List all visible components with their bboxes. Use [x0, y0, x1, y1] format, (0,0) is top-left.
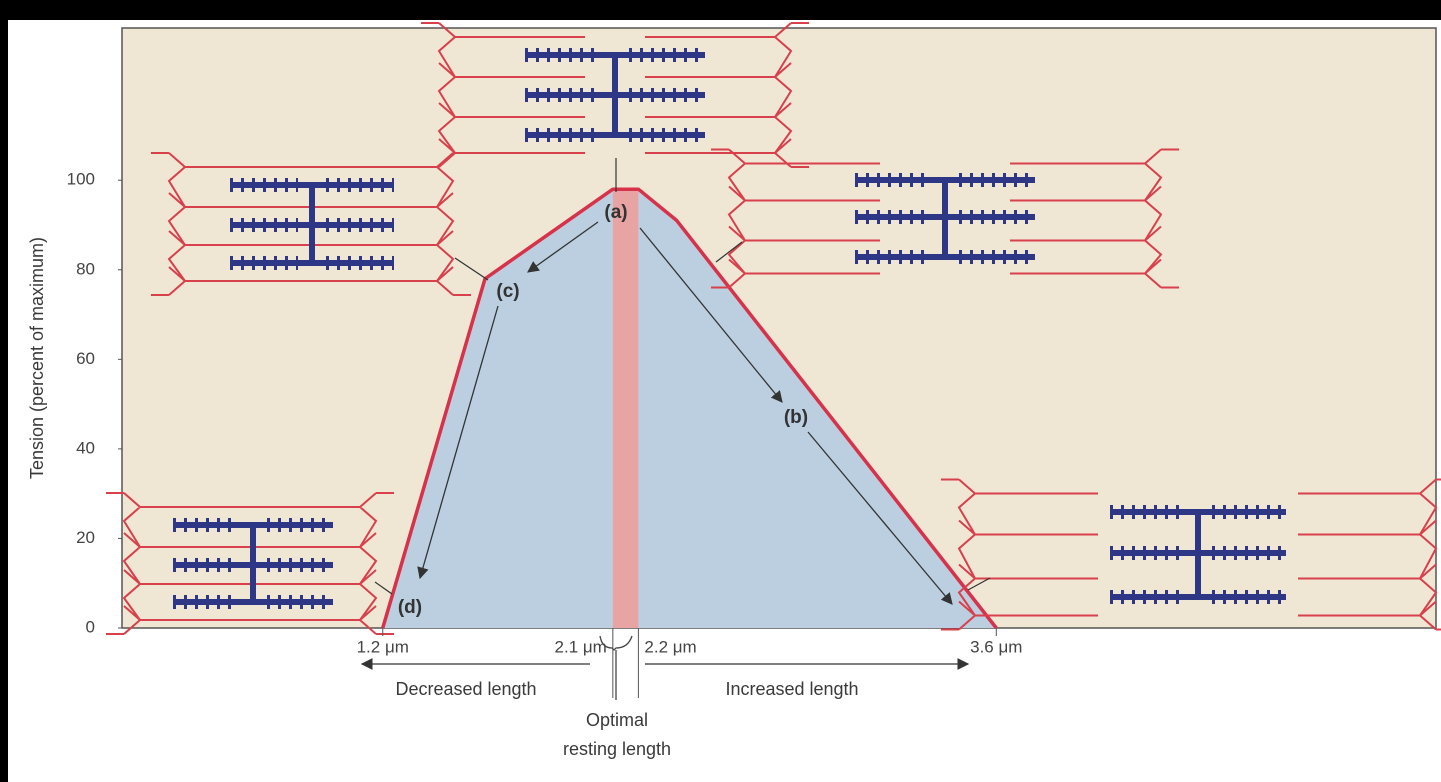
- leader-line: [715, 241, 743, 263]
- sarcomere-icon: [151, 152, 471, 296]
- y-tick-label: 100: [67, 170, 95, 189]
- annotation-label: (b): [784, 407, 808, 428]
- z-disc: [436, 152, 471, 296]
- z-disc: [1419, 478, 1441, 631]
- optimal-band: [612, 189, 639, 628]
- area-fill: [382, 189, 997, 628]
- y-tick-label: 40: [76, 438, 95, 457]
- y-tick-label: 20: [76, 528, 95, 547]
- y-tick-label: 60: [76, 349, 95, 368]
- x-tick-label: 2.2 μm: [644, 637, 696, 656]
- x-tick-label: 3.6 μm: [970, 637, 1022, 656]
- y-tick-label: 80: [76, 259, 95, 278]
- arrow: [527, 221, 599, 273]
- top-bar: [0, 0, 1441, 20]
- z-disc: [421, 22, 456, 168]
- leader-line: [967, 577, 991, 591]
- annotation-label: (d): [398, 597, 422, 618]
- annotation-label: (c): [496, 281, 519, 302]
- z-disc: [774, 22, 809, 168]
- z-disc: [711, 148, 746, 289]
- optimal-label: resting length: [563, 739, 671, 759]
- arrow: [417, 305, 499, 580]
- left-bar: [0, 0, 8, 782]
- z-disc: [941, 478, 976, 631]
- optimal-label: Optimal: [586, 710, 648, 730]
- tension-line: [381, 187, 998, 630]
- leader-line: [454, 257, 489, 281]
- bracket: [599, 635, 633, 700]
- x-tick-label: 1.2 μm: [357, 637, 409, 656]
- sarcomere-icon: [106, 492, 394, 635]
- arrow: [807, 431, 953, 605]
- leader-line: [374, 581, 393, 595]
- direction-label: Increased length: [725, 679, 858, 699]
- y-axis-label: Tension (percent of maximum): [27, 237, 47, 479]
- y-tick-label: 0: [86, 617, 95, 636]
- sarcomere-icon: [711, 148, 1179, 289]
- sarcomere-icon: [941, 478, 1441, 631]
- z-disc: [106, 492, 141, 635]
- arrow: [639, 227, 783, 403]
- direction-label: Decreased length: [395, 679, 536, 699]
- z-disc: [1144, 148, 1179, 289]
- z-disc: [359, 492, 394, 635]
- annotation-label: (a): [604, 202, 627, 223]
- sarcomere-icon: [421, 22, 809, 168]
- x-tick-label: 2.1 μm: [555, 637, 607, 656]
- z-disc: [151, 152, 186, 296]
